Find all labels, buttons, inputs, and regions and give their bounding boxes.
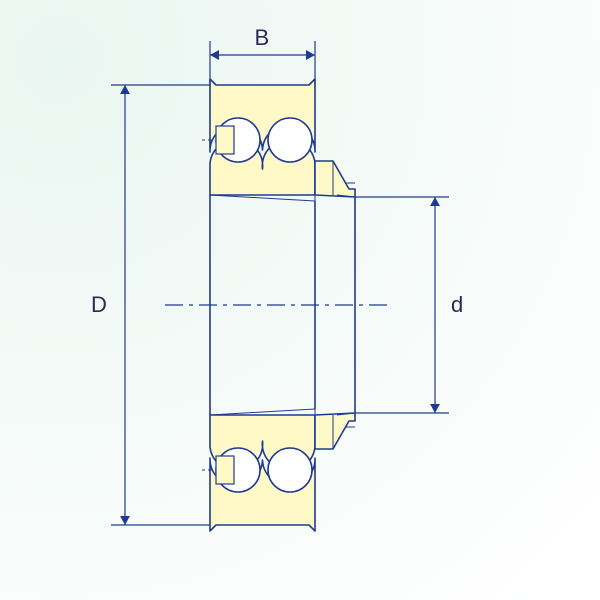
diagram-svg — [0, 0, 600, 600]
bearing-diagram: D d B — [0, 0, 600, 600]
label-outer-diameter: D — [91, 292, 107, 318]
label-bore-diameter: d — [451, 292, 463, 318]
label-width: B — [255, 25, 270, 51]
